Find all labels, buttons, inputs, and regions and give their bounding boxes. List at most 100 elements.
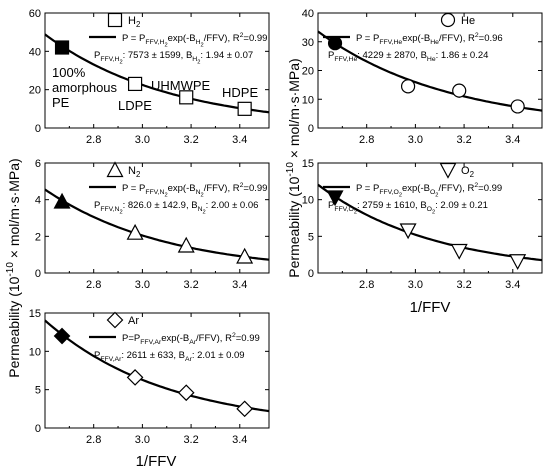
legend-label-part-0: O: [461, 165, 470, 177]
data-point: [237, 101, 252, 116]
legend-fit-label-part-3: exp(-B: [168, 33, 196, 44]
y-tick-label: 20: [29, 85, 41, 97]
x-tick-label: 2.8: [359, 134, 374, 146]
data-point: [450, 243, 468, 260]
y-axis-label-left: Permeability (10-10 × mol/m·s·MPa): [5, 158, 22, 377]
y-axis-label-right-sup: -10: [285, 162, 296, 177]
legend-fit-label-part-7: 2: [475, 32, 479, 39]
legend-fit-label-part-6: /FFV), R: [196, 333, 232, 344]
x-tick-label: 2.8: [86, 434, 101, 446]
legend-fit-label-part-3: exp(-B: [402, 183, 430, 194]
y-tick-label: 15: [29, 308, 41, 320]
y-axis-label-left-main: Permeability (10: [6, 276, 22, 377]
legend-params-part-0: P: [94, 200, 100, 211]
x-tick-label: 3.4: [232, 279, 247, 291]
y-tick-label: 0: [308, 268, 314, 280]
x-tick-label: 2.8: [86, 134, 101, 146]
fit-curve: [317, 183, 543, 262]
x-tick-label: 3.0: [135, 134, 150, 146]
plot-frame: [44, 12, 270, 129]
legend-fit-label-part-0: P = P: [122, 183, 145, 194]
legend-params-part-3: : 2611 ± 633, B: [121, 350, 185, 361]
legend-fit-label-part-4: N: [196, 189, 201, 196]
data-point: [326, 190, 344, 207]
legend-fit-label-part-3: exp(-B: [168, 183, 196, 194]
legend-fit-label-part-0: P = P: [122, 33, 145, 44]
x-tick-label: 3.2: [183, 434, 198, 446]
data-point: [127, 76, 143, 92]
legend-params-part-4: He: [427, 56, 436, 63]
legend: H2P = PFFV,H2exp(-BH2/FFV), R2=0.99PFFV,…: [89, 12, 267, 66]
x-tick-label: 3.0: [408, 134, 423, 146]
legend-label: O2: [461, 165, 474, 179]
legend-fit-label-part-0: P=P: [122, 333, 140, 344]
y-tick-label: 6: [35, 158, 41, 170]
y-tick-label: 2: [35, 231, 41, 243]
legend-params-part-6: : 2.09 ± 0.21: [435, 200, 488, 211]
panel-ar: 2.8 3.0 3.2 3.4051015ArP=PFFV,Arexp(-BAr/FF…: [29, 308, 270, 446]
legend-fit-label-part-2: 2: [164, 193, 167, 199]
data-point: [53, 327, 71, 345]
legend-marker: [440, 12, 456, 28]
y-tick-label: 15: [302, 158, 314, 170]
legend-params-part-6: : 1.86 ± 0.24: [436, 50, 489, 61]
y-tick-label: 5: [35, 385, 41, 397]
legend-params: PFFV,O2: 2759 ± 1610, BO2: 2.09 ± 0.21: [328, 200, 488, 216]
legend-fit-label-part-4: He: [430, 39, 439, 46]
y-axis-label-right: Permeability (10-10 × mol/m·s·MPa): [285, 58, 302, 277]
legend-fit-label-part-2: 2: [399, 193, 402, 199]
fit-curve: [317, 30, 543, 112]
legend-params-part-5: 2: [203, 210, 206, 216]
y-tick-label: 0: [35, 268, 41, 280]
x-tick-label: 2.8: [86, 279, 101, 291]
data-point: [236, 247, 254, 264]
legend-params-part-1: FFV,He: [334, 56, 357, 63]
legend-fit-label-part-1: FFV,He: [379, 39, 402, 46]
legend-fit-label-part-1: FFV,Ar: [140, 339, 162, 346]
legend-fit-label-part-6: /FFV), R: [204, 183, 240, 194]
legend-params: PFFV,He: 4229 ± 2870, BHe: 1.86 ± 0.24: [328, 50, 488, 63]
legend-params-part-3: : 826.0 ± 142.9, B: [123, 200, 198, 211]
y-tick-label: 40: [302, 8, 314, 20]
y-tick-label: 10: [29, 346, 41, 358]
legend-params-part-5: 2: [432, 210, 435, 216]
legend-fit-label: P = PFFV,O2exp(-BO2/FFV), R2=0.99: [356, 182, 502, 199]
y-tick-label: 10: [302, 195, 314, 207]
legend-fit-label-part-6: /FFV), R: [438, 183, 474, 194]
fit-curve: [44, 33, 270, 114]
legend-params-part-3: : 4229 ± 2870, B: [357, 50, 427, 61]
y-tick-label: 30: [302, 37, 314, 49]
annotation: LDPE: [118, 98, 152, 113]
legend-label: H2: [128, 15, 140, 29]
legend-params-part-3: : 7573 ± 1599, B: [123, 50, 193, 61]
data-point: [400, 79, 416, 94]
y-tick-label: 0: [35, 423, 41, 435]
legend-label-part-1: 2: [136, 20, 140, 29]
y-tick-label: 60: [29, 8, 41, 20]
legend-label-part-0: N: [128, 165, 136, 177]
plot-frame: [44, 162, 270, 274]
legend: O2P = PFFV,O2exp(-BO2/FFV), R2=0.99PFFV,…: [323, 162, 502, 216]
plot-frame: [317, 162, 543, 274]
legend-label-part-0: He: [461, 15, 475, 27]
data-point: [327, 36, 343, 51]
y-tick-label: 0: [308, 123, 314, 135]
data-point: [236, 400, 254, 418]
annotation: HDPE: [222, 85, 258, 100]
legend-label-part-1: 2: [470, 170, 474, 179]
fit-curve: [44, 188, 270, 261]
legend-params-part-4: O: [427, 206, 432, 213]
legend-params-part-2: 2: [354, 210, 357, 216]
data-point: [510, 99, 525, 114]
data-point: [179, 90, 194, 105]
legend-label: He: [461, 15, 475, 27]
x-tick-label: 3.0: [135, 434, 150, 446]
legend-params-part-6: : 2.00 ± 0.06: [206, 200, 259, 211]
legend-params-part-6: : 2.01 ± 0.09: [192, 350, 245, 361]
legend-params-part-0: P: [328, 50, 334, 61]
legend-params: PFFV,N2: 826.0 ± 142.9, BN2: 2.00 ± 0.06: [94, 200, 258, 216]
y-tick-label: 4: [35, 195, 41, 207]
